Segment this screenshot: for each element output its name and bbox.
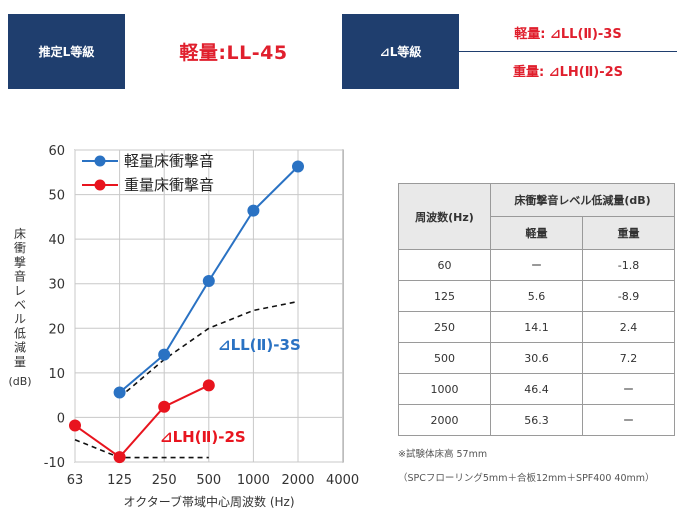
table-row: 250 14.1 2.4 [398, 311, 675, 343]
table-cell-freq: 1000 [398, 373, 491, 405]
table-header-heavy: 重量 [582, 216, 675, 250]
y-tick-labels: 60 50 40 30 20 10 0 -10 [44, 144, 65, 471]
y-tick-label: 30 [48, 278, 65, 293]
x-tick-label: 1000 [237, 473, 270, 488]
heavy-series-line [74, 384, 210, 459]
x-tick-label: 125 [107, 473, 132, 488]
x-tick-label: 250 [152, 473, 177, 488]
table-cell-freq: 60 [398, 249, 491, 281]
heavy-series-point [158, 400, 171, 413]
x-axis-label: オクターブ帯域中心周波数 (Hz) [123, 494, 294, 509]
light-series-point [292, 160, 304, 173]
reference-curve-line [119, 300, 299, 398]
table-header-frequency: 周波数(Hz) [398, 183, 491, 250]
y-tick-label: 50 [48, 189, 65, 204]
legend-heavy-marker [94, 179, 106, 191]
table-cell-light: ー [490, 249, 583, 281]
light-series-point [113, 386, 126, 399]
note-specimen-composition: （SPCフローリング5mm＋合板12mm＋SPF400 40mm） [398, 473, 655, 484]
light-series-point [202, 275, 215, 288]
heavy-series-point [113, 451, 126, 464]
table-cell-light: 46.4 [490, 373, 583, 405]
table-body: 60 ー -1.8 125 5.6 -8.9 250 14.1 2.4 500 30.6 7.2 100… [398, 249, 675, 436]
table-cell-freq: 2000 [398, 404, 491, 436]
delta-l-light-grade: 軽量: ⊿LL(Ⅱ)-3S [459, 14, 677, 52]
legend-light-marker [94, 155, 106, 167]
ref-light-label: ⊿LL(Ⅱ)-3S [218, 336, 301, 354]
table-cell-light: 5.6 [490, 280, 583, 312]
y-tick-label: 20 [48, 322, 65, 337]
y-axis-unit: (dB) [8, 375, 31, 388]
delta-l-grade-label: ⊿L等級 [342, 14, 459, 89]
table-header-reduction: 床衝撃音レベル低減量(dB) [490, 183, 675, 217]
estimate-grade-value: 軽量:LL-45 [179, 42, 288, 64]
estimate-grade-label: 推定L等級 [8, 14, 125, 89]
heavy-series-point [69, 419, 81, 432]
table-cell-freq: 125 [398, 280, 491, 312]
y-tick-label: -10 [44, 456, 65, 471]
y-tick-label: 60 [48, 144, 65, 159]
y-tick-label: 10 [48, 367, 65, 382]
light-series-point [158, 348, 171, 361]
table-cell-heavy: ー [582, 404, 675, 436]
legend-light-label: 軽量床衝撃音 [124, 152, 214, 170]
table-row: 2000 56.3 ー [398, 404, 675, 436]
heavy-series-point [202, 379, 215, 392]
x-tick-label: 4000 [326, 473, 359, 488]
x-tick-labels: 63 125 250 500 1000 2000 4000 [67, 473, 359, 488]
table-row: 60 ー -1.8 [398, 249, 675, 281]
table-cell-light: 14.1 [490, 311, 583, 343]
table-cell-freq: 250 [398, 311, 491, 343]
table-row: 500 30.6 7.2 [398, 342, 675, 374]
x-tick-label: 500 [196, 473, 221, 488]
table-header-light: 軽量 [490, 216, 583, 250]
ref-heavy-label: ⊿LH(Ⅱ)-2S [160, 428, 246, 446]
x-tick-label: 63 [67, 473, 84, 488]
legend-heavy-label: 重量床衝撃音 [124, 176, 214, 194]
table-cell-heavy: 7.2 [582, 342, 675, 374]
y-tick-label: 40 [48, 233, 65, 248]
data-series [69, 160, 304, 464]
light-series-point [247, 204, 260, 217]
table-row: 125 5.6 -8.9 [398, 280, 675, 312]
table-cell-light: 30.6 [490, 342, 583, 374]
delta-l-heavy-grade: 重量: ⊿LH(Ⅱ)-2S [512, 65, 624, 80]
table-cell-heavy: -1.8 [582, 249, 675, 281]
table-cell-heavy: ー [582, 373, 675, 405]
x-tick-label: 2000 [281, 473, 314, 488]
table-cell-light: 56.3 [490, 404, 583, 436]
y-axis-label-text: 床衝撃音レベル低減量 [14, 227, 26, 369]
table-cell-heavy: -8.9 [582, 280, 675, 312]
table-cell-heavy: 2.4 [582, 311, 675, 343]
legend: 軽量床衝撃音 重量床衝撃音 [82, 152, 214, 194]
note-specimen-height: ※試験体床高 57mm [398, 449, 488, 460]
table-cell-freq: 500 [398, 342, 491, 374]
y-tick-label: 0 [57, 411, 65, 426]
table-row: 1000 46.4 ー [398, 373, 675, 405]
y-axis-label: 床衝撃音レベル低減量 (dB) [8, 227, 31, 388]
reference-curves [74, 300, 299, 459]
reduction-table: 周波数(Hz) 床衝撃音レベル低減量(dB) 軽量 重量 60 ー -1.8 125 5… [398, 183, 675, 436]
